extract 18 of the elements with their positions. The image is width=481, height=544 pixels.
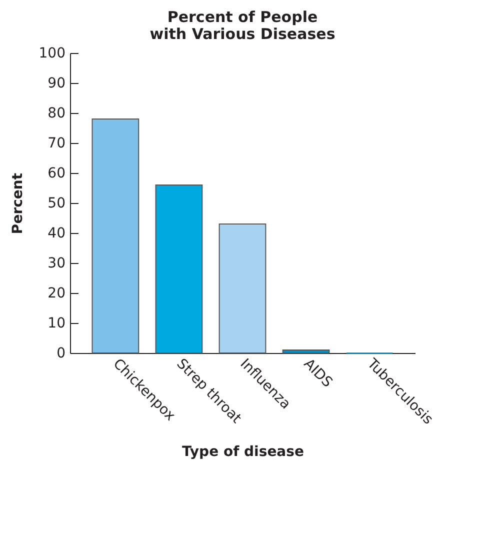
y-tick-label: 10 bbox=[48, 316, 66, 332]
bar bbox=[282, 350, 330, 354]
y-tick-label: 100 bbox=[38, 46, 66, 62]
bar bbox=[92, 118, 140, 354]
y-tick-label: 30 bbox=[48, 256, 66, 272]
y-tick-label: 50 bbox=[48, 196, 66, 212]
y-tick-label: 80 bbox=[48, 106, 66, 122]
y-tick-label: 0 bbox=[56, 346, 66, 362]
y-tick-label: 60 bbox=[48, 166, 66, 182]
y-axis-title: Percent bbox=[10, 172, 26, 234]
x-axis-title: Type of disease bbox=[182, 444, 304, 460]
y-tick-label: 40 bbox=[48, 226, 66, 242]
y-tick-label: 20 bbox=[48, 286, 66, 302]
y-tick-label: 70 bbox=[48, 136, 66, 152]
bar bbox=[218, 224, 266, 354]
chart-title: Percent of People with Various Diseases bbox=[150, 8, 336, 43]
bar bbox=[155, 184, 203, 354]
y-tick-label: 90 bbox=[48, 76, 66, 92]
